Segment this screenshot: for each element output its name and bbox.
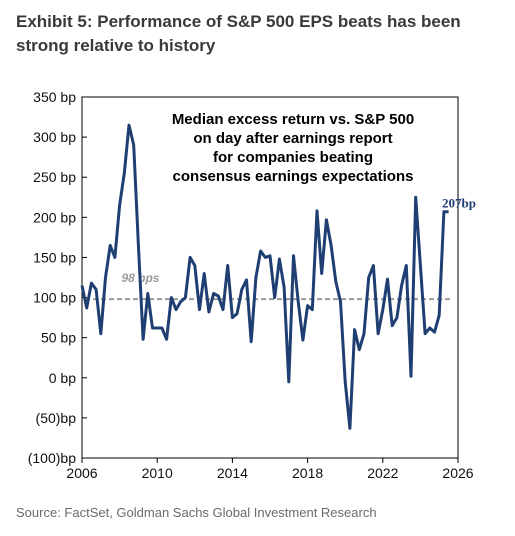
y-tick-label: 300 bp (33, 129, 76, 145)
x-tick-label: 2018 (292, 465, 323, 481)
annotation-line: consensus earnings expectations (173, 168, 414, 185)
x-tick-label: 2022 (367, 465, 398, 481)
x-axis: 2006 2010 2014 2018 2022 2026 (66, 458, 474, 481)
end-value-label: 207bp (442, 196, 476, 211)
y-tick-label: (100)bp (28, 450, 76, 466)
series-line (80, 123, 449, 430)
x-tick-label: 2014 (217, 465, 248, 481)
x-tick-label: 2010 (142, 465, 173, 481)
annotation-line: for companies beating (213, 149, 373, 166)
exhibit-title: Exhibit 5: Performance of S&P 500 EPS be… (16, 12, 461, 55)
annotation-line: on day after earnings report (193, 130, 392, 147)
x-tick-label: 2026 (442, 465, 473, 481)
plot-frame (81, 96, 459, 459)
y-tick-label: 0 bp (49, 370, 76, 386)
y-tick-label: 150 bp (33, 249, 76, 265)
y-tick-label: 50 bp (41, 330, 76, 346)
y-tick-label: 200 bp (33, 209, 76, 225)
x-tick-label: 2006 (66, 465, 97, 481)
y-tick-label: 100 bp (33, 290, 76, 306)
annotation-line: Median excess return vs. S&P 500 (172, 111, 414, 128)
chart-annotation: Median excess return vs. S&P 500 on day a… (172, 111, 414, 185)
y-tick-label: 250 bp (33, 169, 76, 185)
y-tick-label: (50)bp (36, 410, 77, 426)
y-axis: 350 bp 300 bp 250 bp 200 bp 150 bp 100 bp 50 b… (28, 89, 87, 466)
y-tick-label: 350 bp (33, 89, 76, 105)
source-note: Source: FactSet, Goldman Sachs Global In… (16, 505, 377, 520)
